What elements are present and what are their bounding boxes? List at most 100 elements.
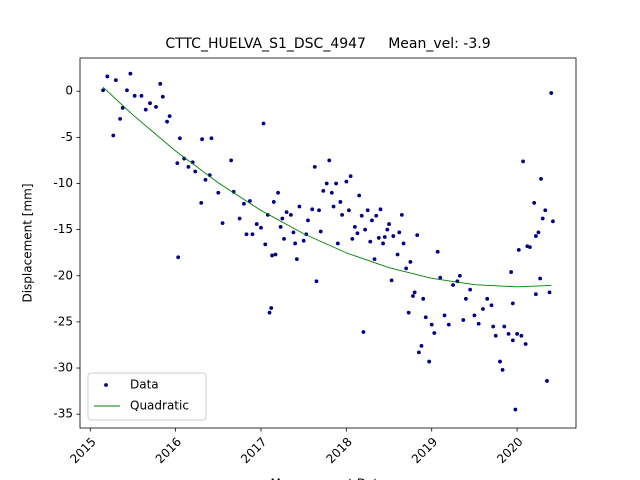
y-tick-label: -15 bbox=[53, 222, 73, 236]
y-tick-label: -25 bbox=[53, 314, 73, 328]
data-point bbox=[543, 208, 548, 213]
data-point bbox=[282, 236, 286, 241]
data-point bbox=[457, 273, 462, 278]
data-point bbox=[391, 234, 396, 238]
data-point bbox=[500, 367, 505, 372]
data-point bbox=[549, 91, 554, 95]
data-point bbox=[493, 333, 498, 338]
data-point bbox=[231, 189, 236, 194]
data-point bbox=[406, 310, 411, 315]
data-point bbox=[301, 238, 306, 243]
data-point bbox=[269, 306, 274, 310]
data-point bbox=[404, 266, 409, 271]
data-point bbox=[193, 169, 198, 174]
data-point bbox=[382, 235, 387, 239]
data-point bbox=[368, 239, 373, 244]
data-point bbox=[545, 379, 549, 383]
data-point bbox=[237, 216, 242, 221]
data-point bbox=[200, 137, 204, 142]
data-point bbox=[538, 276, 543, 281]
data-point bbox=[411, 294, 415, 298]
data-point bbox=[481, 307, 485, 311]
data-point bbox=[429, 322, 434, 327]
data-point bbox=[532, 200, 537, 205]
data-point bbox=[374, 213, 379, 218]
data-point bbox=[355, 231, 360, 236]
data-point bbox=[176, 255, 181, 260]
data-point bbox=[419, 343, 424, 348]
data-point bbox=[438, 275, 443, 280]
data-point bbox=[263, 242, 268, 247]
data-point bbox=[536, 230, 541, 235]
data-point bbox=[310, 207, 315, 212]
data-point bbox=[294, 257, 299, 262]
data-point bbox=[324, 181, 329, 186]
legend-label: Data bbox=[130, 378, 159, 392]
data-point bbox=[547, 290, 552, 295]
data-point bbox=[334, 181, 339, 186]
data-point bbox=[372, 257, 377, 262]
data-point bbox=[540, 216, 545, 221]
y-axis-label: Displacement [mm] bbox=[21, 183, 35, 302]
data-point bbox=[344, 179, 349, 184]
y-tick-label: -5 bbox=[61, 130, 73, 144]
data-point bbox=[523, 342, 528, 346]
data-point bbox=[280, 216, 285, 221]
data-point bbox=[148, 101, 152, 106]
data-point bbox=[498, 359, 502, 364]
data-point bbox=[113, 78, 118, 83]
data-point bbox=[348, 174, 353, 179]
data-point bbox=[293, 241, 298, 246]
data-point bbox=[521, 159, 525, 164]
data-point bbox=[510, 338, 515, 343]
data-point bbox=[435, 249, 440, 254]
data-point bbox=[306, 218, 310, 223]
data-point bbox=[528, 245, 532, 250]
data-point bbox=[361, 330, 366, 334]
data-point bbox=[111, 133, 116, 138]
data-point bbox=[118, 116, 123, 121]
legend-box bbox=[87, 372, 207, 421]
data-point bbox=[395, 252, 400, 257]
legend-marker bbox=[104, 383, 108, 387]
data-point bbox=[502, 324, 507, 329]
data-point bbox=[350, 236, 355, 241]
data-point bbox=[423, 315, 428, 320]
data-point bbox=[128, 71, 133, 76]
data-point bbox=[515, 331, 519, 336]
data-point bbox=[417, 350, 421, 355]
data-point bbox=[442, 313, 447, 318]
data-point bbox=[203, 177, 208, 182]
y-tick-label: -10 bbox=[53, 176, 73, 190]
data-point bbox=[199, 200, 204, 205]
data-point bbox=[247, 199, 252, 203]
data-point bbox=[389, 278, 394, 283]
data-point bbox=[533, 292, 538, 297]
data-point bbox=[318, 229, 323, 234]
data-point bbox=[463, 296, 468, 301]
data-point bbox=[401, 241, 406, 246]
plot-frame bbox=[79, 57, 577, 429]
data-point bbox=[250, 232, 255, 237]
data-point bbox=[297, 204, 302, 209]
data-point bbox=[139, 93, 144, 98]
data-point bbox=[229, 158, 234, 163]
data-point bbox=[446, 322, 451, 327]
data-point bbox=[271, 200, 276, 204]
data-point bbox=[399, 212, 404, 217]
data-point bbox=[359, 213, 364, 218]
data-point bbox=[415, 233, 420, 238]
data-point bbox=[509, 270, 514, 274]
data-point bbox=[317, 208, 321, 213]
data-point bbox=[376, 236, 381, 240]
data-point bbox=[461, 318, 466, 322]
y-tick-label: -20 bbox=[53, 268, 73, 282]
data-point bbox=[370, 218, 374, 223]
data-point bbox=[132, 93, 137, 98]
data-point bbox=[378, 207, 383, 212]
y-tick-label: 0 bbox=[65, 84, 73, 98]
data-point bbox=[381, 241, 385, 246]
data-point bbox=[357, 193, 362, 198]
data-point bbox=[177, 136, 182, 141]
